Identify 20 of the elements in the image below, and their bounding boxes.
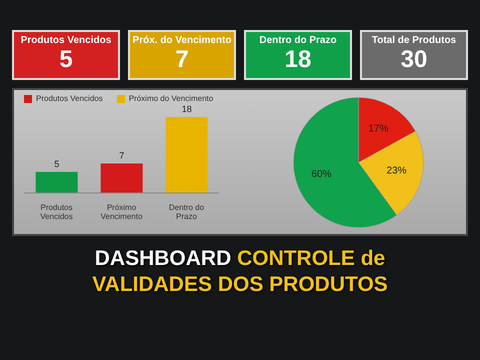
x-tick-label: Produtos Vencidos bbox=[40, 203, 73, 221]
data-label: 23% bbox=[386, 166, 407, 177]
data-label: 5 bbox=[58, 46, 74, 74]
data-label: 7 bbox=[119, 150, 124, 160]
text: DASHBOARD CONTROLE de VALIDADES DOS PRODUTOS bbox=[91, 246, 389, 298]
data-label: 18 bbox=[182, 104, 192, 114]
data-label: 17% bbox=[368, 123, 388, 134]
legend-label: Próximo do Vencimento bbox=[128, 94, 214, 103]
category-label: Dentro do Prazo bbox=[258, 35, 338, 46]
x-tick-label: Próximo Vencimento bbox=[100, 203, 143, 221]
data-label: 60% bbox=[311, 169, 332, 180]
x-tick-label: Dentro do Prazo bbox=[168, 203, 205, 221]
data-label: 5 bbox=[54, 158, 60, 169]
data-label: 30 bbox=[400, 46, 428, 74]
data-label: 7 bbox=[174, 46, 190, 74]
legend-label: Produtos Vencidos bbox=[35, 94, 103, 103]
category-label: Total de Produtos bbox=[370, 35, 458, 46]
category-label: Próx. do Vencimento bbox=[132, 35, 232, 46]
data-label: 18 bbox=[284, 46, 312, 74]
category-label: Produtos Vencidos bbox=[20, 35, 112, 46]
